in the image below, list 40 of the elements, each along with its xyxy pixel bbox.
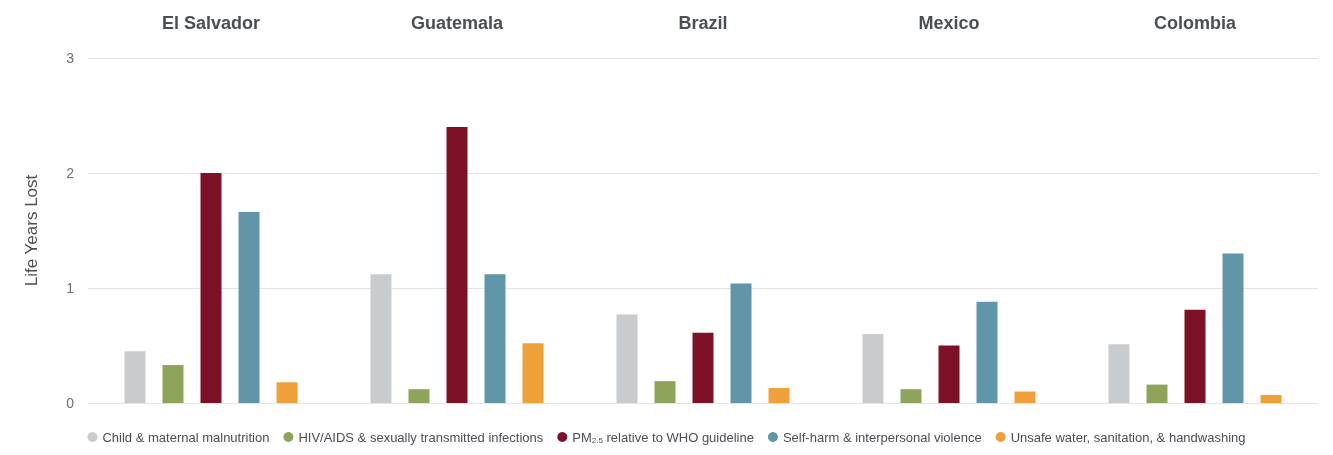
legend-label: Unsafe water, sanitation, & handwashing bbox=[1010, 429, 1246, 445]
bar bbox=[616, 314, 638, 403]
bar bbox=[1108, 344, 1130, 403]
y-axis-title: Life Years Lost bbox=[22, 174, 41, 287]
bar bbox=[1260, 394, 1282, 403]
bar bbox=[976, 301, 998, 403]
bar bbox=[900, 389, 922, 403]
legend-label: PM2.5 relative to WHO guideline bbox=[572, 429, 754, 445]
bar bbox=[1184, 309, 1206, 403]
bar bbox=[238, 212, 260, 403]
bar bbox=[730, 283, 752, 403]
bar bbox=[370, 274, 392, 403]
bar bbox=[1222, 253, 1244, 403]
bar bbox=[768, 388, 790, 403]
x-tick-label: Colombia bbox=[1153, 13, 1237, 33]
y-tick-label: 0 bbox=[66, 395, 75, 411]
bar bbox=[862, 334, 884, 403]
bar bbox=[692, 332, 714, 403]
y-tick-label: 3 bbox=[66, 50, 75, 66]
bar bbox=[200, 173, 222, 403]
y-tick-label: 2 bbox=[66, 165, 75, 181]
legend-label: Self-harm & interpersonal violence bbox=[782, 429, 982, 445]
bar bbox=[522, 343, 544, 403]
bar bbox=[1014, 391, 1036, 403]
bar bbox=[484, 274, 506, 403]
bar bbox=[938, 345, 960, 403]
bar bbox=[1146, 384, 1168, 403]
x-tick-label: Brazil bbox=[678, 13, 728, 33]
x-tick-label: Guatemala bbox=[410, 13, 504, 33]
bar bbox=[162, 365, 184, 403]
bar bbox=[124, 351, 146, 403]
bar bbox=[654, 381, 676, 403]
x-tick-label: El Salvador bbox=[161, 13, 261, 33]
bar bbox=[408, 389, 430, 403]
y-tick-label: 1 bbox=[66, 280, 75, 296]
x-tick-label: Mexico bbox=[918, 13, 980, 33]
bar bbox=[276, 382, 298, 403]
legend-label: HIV/AIDS & sexually transmitted infections bbox=[298, 429, 544, 445]
bar bbox=[446, 127, 468, 403]
legend-label: Child & maternal malnutrition bbox=[102, 429, 270, 445]
